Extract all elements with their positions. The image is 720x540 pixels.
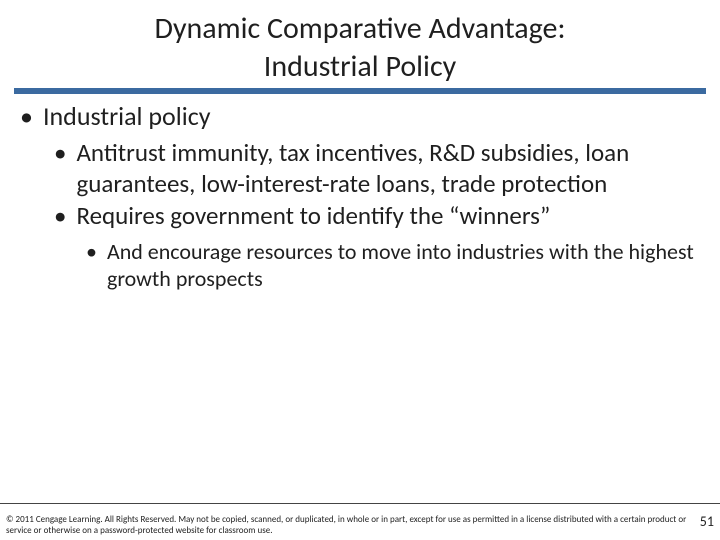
content-area: • Industrial policy • Antitrust immunity… [14, 100, 706, 293]
bullet-text: Antitrust immunity, tax incentives, R&D … [76, 138, 706, 199]
bullet-text: And encourage resources to move into ind… [107, 238, 706, 293]
bullet-text: Requires government to identify the “win… [76, 201, 550, 232]
bullet-level-1: • Industrial policy [14, 100, 706, 132]
title-underline [14, 88, 706, 94]
bullet-dot-icon: • [20, 100, 33, 132]
title-line-1: Dynamic Comparative Advantage: [155, 10, 566, 47]
bullet-level-2: • Antitrust immunity, tax incentives, R&… [54, 138, 706, 199]
slide-title: Dynamic Comparative Advantage: Industria… [0, 0, 720, 85]
bullet-dot-icon: • [54, 138, 66, 199]
copyright-footer: © 2011 Cengage Learning. All Rights Rese… [6, 514, 690, 537]
slide: Dynamic Comparative Advantage: Industria… [0, 0, 720, 540]
footer-divider [0, 503, 720, 504]
bullet-level-2: • Requires government to identify the “w… [54, 201, 706, 232]
bullet-dot-icon: • [86, 238, 97, 293]
bullet-level-3: • And encourage resources to move into i… [86, 238, 706, 293]
page-number: 51 [700, 513, 714, 530]
bullet-dot-icon: • [54, 201, 66, 232]
bullet-text: Industrial policy [43, 100, 211, 132]
title-line-2: Industrial Policy [264, 48, 456, 85]
